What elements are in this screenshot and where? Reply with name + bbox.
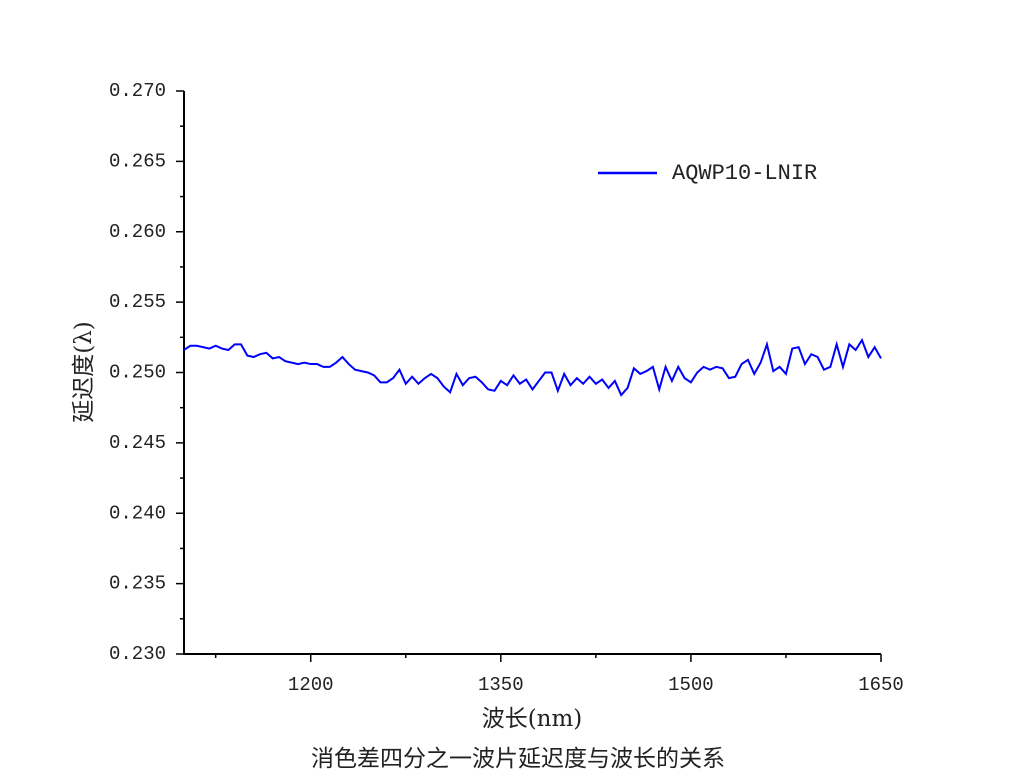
y-tick-label: 0.240	[109, 502, 166, 524]
y-tick-label: 0.230	[109, 643, 166, 665]
y-tick-label: 0.260	[109, 221, 166, 243]
x-tick-label: 1200	[288, 674, 334, 696]
y-tick-label: 0.250	[109, 362, 166, 384]
y-tick-label: 0.270	[109, 80, 166, 102]
x-tick-label: 1650	[858, 674, 904, 696]
x-axis-label: 波长(nm)	[482, 706, 583, 732]
x-tick-label: 1350	[478, 674, 524, 696]
y-tick-label: 0.265	[109, 150, 166, 172]
y-tick-label: 0.245	[109, 432, 166, 454]
y-tick-label: 0.235	[109, 573, 166, 595]
x-tick-label: 1500	[668, 674, 714, 696]
y-axis-label: 延迟度(λ)	[71, 321, 97, 423]
legend-label: AQWP10-LNIR	[672, 161, 817, 186]
data-line	[183, 337, 882, 397]
chart-title: 消色差四分之一波片延迟度与波长的关系	[311, 746, 725, 772]
y-tick-label: 0.255	[109, 291, 166, 313]
